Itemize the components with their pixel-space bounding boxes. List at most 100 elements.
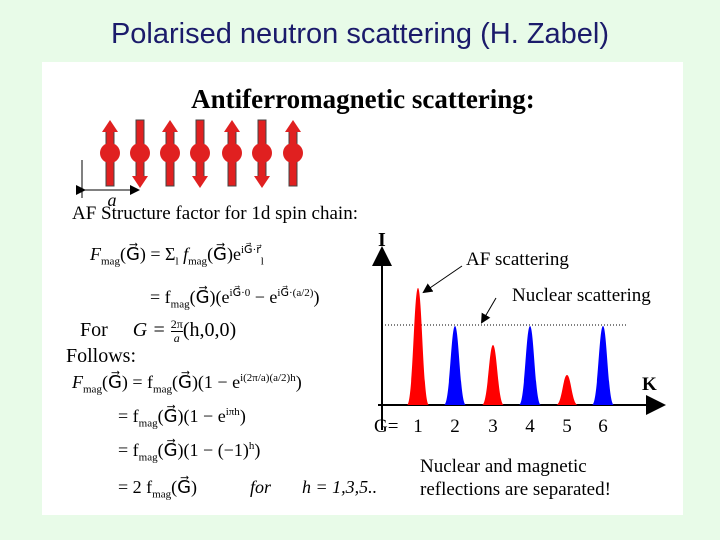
- eq-part: Follows:: [66, 345, 137, 367]
- slide-title: Polarised neutron scattering (H. Zabel): [110, 18, 610, 50]
- eq-part: mag: [101, 255, 120, 268]
- eq-part: h: [248, 440, 255, 452]
- g-labels: 1 2 3 4 5 6: [413, 416, 608, 437]
- eq-part: ): [295, 372, 302, 392]
- peak: [519, 326, 541, 405]
- peak: [444, 326, 466, 405]
- g-prefix: G=: [374, 416, 398, 437]
- equation: Fmag(G⃗) = Σl fmag(G⃗)eiG⃗·r⃗l: [90, 243, 264, 268]
- equation: = fmag(G⃗)(1 − eiπh): [118, 406, 246, 430]
- eq-part: mag: [83, 383, 102, 396]
- fraction: 2π a: [170, 317, 183, 345]
- eq-part: (G⃗)(e: [189, 287, 230, 307]
- equation: = fmag(G⃗)(1 − (−1)h): [118, 440, 260, 464]
- eq-part: iG⃗·0: [229, 287, 251, 299]
- equation: = fmag(G⃗)(eiG⃗·0 − eiG⃗·(a/2)): [150, 286, 319, 311]
- spacing-label: a: [108, 190, 117, 210]
- eq-part: (G⃗)(1 − e: [157, 406, 226, 426]
- equation: For G = 2π a (h,0,0): [80, 318, 236, 345]
- g-value: 6: [598, 416, 608, 437]
- eq-part: i(2π/a)(a/2)h: [240, 372, 296, 384]
- eq-part: (G⃗): [171, 477, 198, 497]
- eq-part: (G⃗)e: [207, 244, 241, 264]
- eq-part: (G⃗) = f: [101, 372, 154, 392]
- peak: [407, 288, 429, 405]
- eq-part: G =: [132, 319, 171, 342]
- panel: [42, 62, 683, 515]
- heading: Antiferromagnetic scattering:: [191, 84, 535, 114]
- eq-part: mag: [152, 488, 172, 501]
- y-label: I: [378, 229, 386, 251]
- g-value: 3: [488, 416, 498, 437]
- atom: [160, 143, 180, 163]
- spin-head: [224, 120, 240, 132]
- af-label: AF scattering: [466, 249, 569, 270]
- eq-part: iπh: [225, 406, 240, 418]
- eq-part: l: [175, 255, 179, 268]
- spin-head: [285, 120, 301, 132]
- eq-part: − e: [250, 287, 278, 307]
- g-value: 2: [450, 416, 460, 437]
- eq-part: ): [313, 287, 320, 307]
- equation: h = 1,3,5..: [302, 477, 377, 498]
- spin-head: [132, 176, 148, 188]
- atom: [100, 143, 120, 163]
- eq-part: iG⃗·r⃗: [241, 244, 261, 256]
- spin-head: [102, 120, 118, 132]
- spin-head: [162, 120, 178, 132]
- eq-part: a: [173, 331, 180, 345]
- equation: Fmag(G⃗) = fmag(G⃗)(1 − ei(2π/a)(a/2)h): [72, 372, 302, 396]
- eq-part: h = 1,3,5..: [302, 477, 378, 497]
- peak: [482, 345, 504, 405]
- af-arrow: [422, 265, 463, 294]
- x-label: K: [642, 374, 657, 395]
- g-value: 1: [413, 416, 423, 437]
- eq-part: ): [254, 440, 261, 460]
- eq-part: mag: [153, 383, 172, 396]
- eq-part: F: [90, 244, 101, 264]
- eq-part: For: [80, 319, 108, 342]
- eq-part: mag: [138, 417, 158, 430]
- eq-part: mag: [188, 255, 208, 268]
- eq-part: = f: [150, 287, 171, 307]
- atom: [130, 143, 150, 163]
- eq-part: mag: [138, 451, 158, 464]
- peak: [556, 375, 578, 405]
- spin-chain: [100, 119, 303, 188]
- eq-part: F: [72, 372, 83, 392]
- spin-head: [254, 176, 270, 188]
- equation: Follows:: [66, 345, 136, 368]
- atom: [190, 143, 210, 163]
- eq-part: ): [239, 406, 246, 426]
- nuclear-arrow: [480, 297, 497, 324]
- eq-part: (G⃗)(1 − (−1): [157, 440, 249, 460]
- conclusion-line: reflections are separated!: [420, 479, 611, 500]
- eq-part: for: [250, 477, 272, 497]
- spin-head: [192, 176, 208, 188]
- eq-part: mag: [170, 298, 190, 311]
- g-value: 5: [562, 416, 572, 437]
- g-value: 4: [525, 416, 535, 437]
- conclusion-line: Nuclear and magnetic: [420, 456, 587, 477]
- eq-part: (G⃗)(1 − e: [172, 372, 241, 392]
- equation: = 2 fmag(G⃗): [118, 477, 197, 501]
- eq-part: f: [178, 244, 189, 264]
- eq-part: l: [260, 255, 264, 268]
- atom: [252, 143, 272, 163]
- peak: [592, 326, 614, 405]
- eq-part: (h,0,0): [182, 319, 237, 342]
- eq-part: iG⃗·(a/2): [277, 287, 314, 299]
- equation: for: [250, 477, 271, 498]
- eq-part: (G⃗) = Σ: [119, 244, 176, 264]
- atom: [283, 143, 303, 163]
- nuclear-label: Nuclear scattering: [512, 285, 651, 306]
- peaks: [407, 288, 614, 405]
- eq-part: = f: [118, 406, 139, 426]
- structure-factor-label: AF Structure factor for 1d spin chain:: [72, 203, 358, 224]
- eq-part: = f: [118, 440, 139, 460]
- atom: [222, 143, 242, 163]
- eq-part: 2π: [170, 317, 183, 332]
- eq-part: = 2 f: [118, 477, 153, 497]
